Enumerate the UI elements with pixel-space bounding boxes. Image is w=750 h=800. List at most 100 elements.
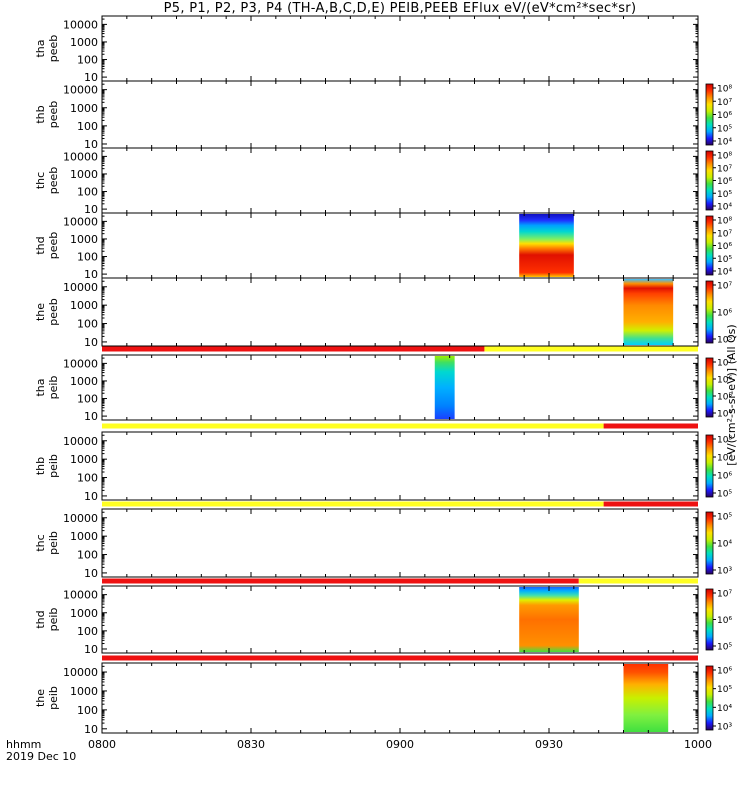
colorbar-tick-label: 10⁶: [717, 111, 732, 121]
y-tick-label: 10: [84, 138, 98, 151]
colorbar: [705, 150, 714, 211]
x-tick-label: 0830: [237, 738, 265, 751]
colorbar-tick-label: 10⁷: [717, 229, 732, 239]
x-tick-label: 0900: [386, 738, 414, 751]
panel-thc-peib: 10 100 1000 10000 thc peib 10³ 10⁴ 10⁵: [34, 508, 732, 580]
y-tick-label: 100: [77, 186, 98, 199]
panel-frame: [101, 80, 699, 149]
colorbar-tick-label: 10⁴: [717, 704, 732, 714]
panel-probe-label: tha: [34, 39, 47, 57]
panel-frame: [101, 212, 699, 279]
y-tick-label: 1000: [70, 168, 98, 181]
y-tick-label: 1000: [70, 453, 98, 466]
spectrogram-block: [519, 587, 579, 652]
y-tick-label: 100: [77, 472, 98, 485]
colorbar-tick-label: 10⁶: [717, 616, 732, 626]
flag-bar-red: [603, 501, 698, 507]
colorbar-tick-label: 10⁷: [717, 282, 732, 292]
panel-thd-peib: 10 100 1000 10000 thd peib 10⁵ 10⁶ 10⁷: [34, 585, 732, 656]
y-tick-label: 100: [77, 318, 98, 331]
colorbar-tick-label: 10⁵: [717, 393, 732, 403]
colorbar-tick-label: 10³: [717, 723, 732, 733]
y-tick-label: 1000: [70, 299, 98, 312]
panel-probe-label: the: [34, 303, 47, 321]
panel-tha-peib: 10 100 1000 10000 tha peib 10⁴ 10⁵ 10⁶ 10⁷: [34, 354, 732, 423]
y-tick-label: 100: [77, 549, 98, 562]
y-tick-label: 10: [84, 490, 98, 503]
panel-thb-peeb: 10 100 1000 10000 thb peeb 10⁴ 10⁵ 10⁶ 10⁷ 10⁸: [34, 80, 732, 151]
colorbar: [705, 83, 714, 146]
colorbar-tick-label: 10⁶: [717, 667, 732, 677]
colorbar-tick-label: 10⁵: [717, 336, 732, 346]
colorbar: [705, 588, 714, 651]
colorbar-tick-label: 10⁵: [717, 643, 732, 653]
panel-probe-label: the: [34, 689, 47, 707]
y-tick-label: 100: [77, 120, 98, 133]
x-tick-label: 1000: [684, 738, 712, 751]
time-format-label: hhmm: [6, 738, 42, 751]
panel-product-label: peeb: [47, 232, 60, 260]
y-tick-label: 10000: [63, 512, 98, 525]
y-tick-label: 10000: [63, 281, 98, 294]
colorbar: [705, 434, 714, 498]
colorbar-tick-label: 10⁵: [717, 490, 732, 500]
colorbar-tick-label: 10⁵: [717, 513, 732, 523]
panel-product-label: peib: [47, 531, 60, 555]
colorbar-tick-label: 10⁷: [717, 454, 732, 464]
flag-bar-yellow: [102, 423, 604, 429]
y-tick-label: 1000: [70, 685, 98, 698]
colorbar-tick-label: 10⁶: [717, 376, 732, 386]
y-tick-label: 1000: [70, 375, 98, 388]
chart-title: P5, P1, P2, P3, P4 (TH-A,B,C,D,E) PEIB,P…: [163, 1, 637, 16]
panel-probe-label: thb: [34, 105, 47, 123]
panel-probe-label: thc: [34, 172, 47, 189]
colorbar-tick-label: 10⁸: [717, 152, 732, 162]
y-tick-label: 100: [77, 54, 98, 67]
colorbar-tick-label: 10⁶: [717, 242, 732, 252]
panel-product-label: peib: [47, 454, 60, 478]
panel-product-label: peeb: [47, 101, 60, 129]
panel-product-label: peeb: [47, 298, 60, 326]
panel-frame: [101, 585, 699, 654]
panel-the-peeb: 10 100 1000 10000 the peeb 10⁵ 10⁶ 10⁷: [34, 277, 732, 349]
y-tick-label: 1000: [70, 530, 98, 543]
flag-bar-yellow: [102, 501, 604, 507]
flag-bar-red: [102, 655, 698, 661]
y-tick-label: 10000: [63, 357, 98, 370]
panel-the-peib: 10 100 1000 10000 the peib 10³ 10⁴ 10⁵ 10⁶: [34, 662, 732, 736]
spectrogram-block: [623, 664, 669, 732]
colorbar-tick-label: 10⁶: [717, 309, 732, 319]
y-tick-label: 100: [77, 251, 98, 264]
y-tick-label: 100: [77, 393, 98, 406]
panel-probe-label: thd: [34, 610, 47, 628]
colorbar-tick-label: 10⁸: [717, 217, 732, 227]
y-tick-label: 10000: [63, 18, 98, 31]
panel-product-label: peib: [47, 608, 60, 632]
panel-frame: [101, 662, 699, 734]
panel-product-label: peib: [47, 376, 60, 400]
colorbar-tick-label: 10⁷: [717, 164, 732, 174]
colorbar-tick-label: 10⁵: [717, 255, 732, 265]
panel-probe-label: thc: [34, 534, 47, 551]
y-tick-label: 10000: [63, 666, 98, 679]
panel-product-label: peeb: [47, 167, 60, 195]
y-tick-label: 1000: [70, 36, 98, 49]
flag-bar-yellow: [578, 578, 698, 584]
y-tick-label: 10000: [63, 215, 98, 228]
panel-frame: [101, 15, 699, 82]
y-tick-label: 100: [77, 625, 98, 638]
colorbar-tick-label: 10⁸: [717, 85, 732, 95]
y-tick-label: 100: [77, 704, 98, 717]
flag-bar-red: [102, 578, 579, 584]
colorbar-tick-label: 10⁴: [717, 203, 732, 213]
colorbar-tick-label: 10⁸: [717, 436, 732, 446]
y-tick-label: 1000: [70, 102, 98, 115]
colorbar-tick-label: 10⁶: [717, 177, 732, 187]
y-tick-label: 10000: [63, 589, 98, 602]
panel-thc-peeb: 10 100 1000 10000 thc peeb 10⁴ 10⁵ 10⁶ 10⁷ 10⁸: [34, 147, 732, 216]
panel-tha-peeb: 10 100 1000 10000 tha peeb: [34, 15, 699, 84]
y-tick-label: 10: [84, 71, 98, 84]
colorbar-tick-label: 10⁵: [717, 685, 732, 695]
